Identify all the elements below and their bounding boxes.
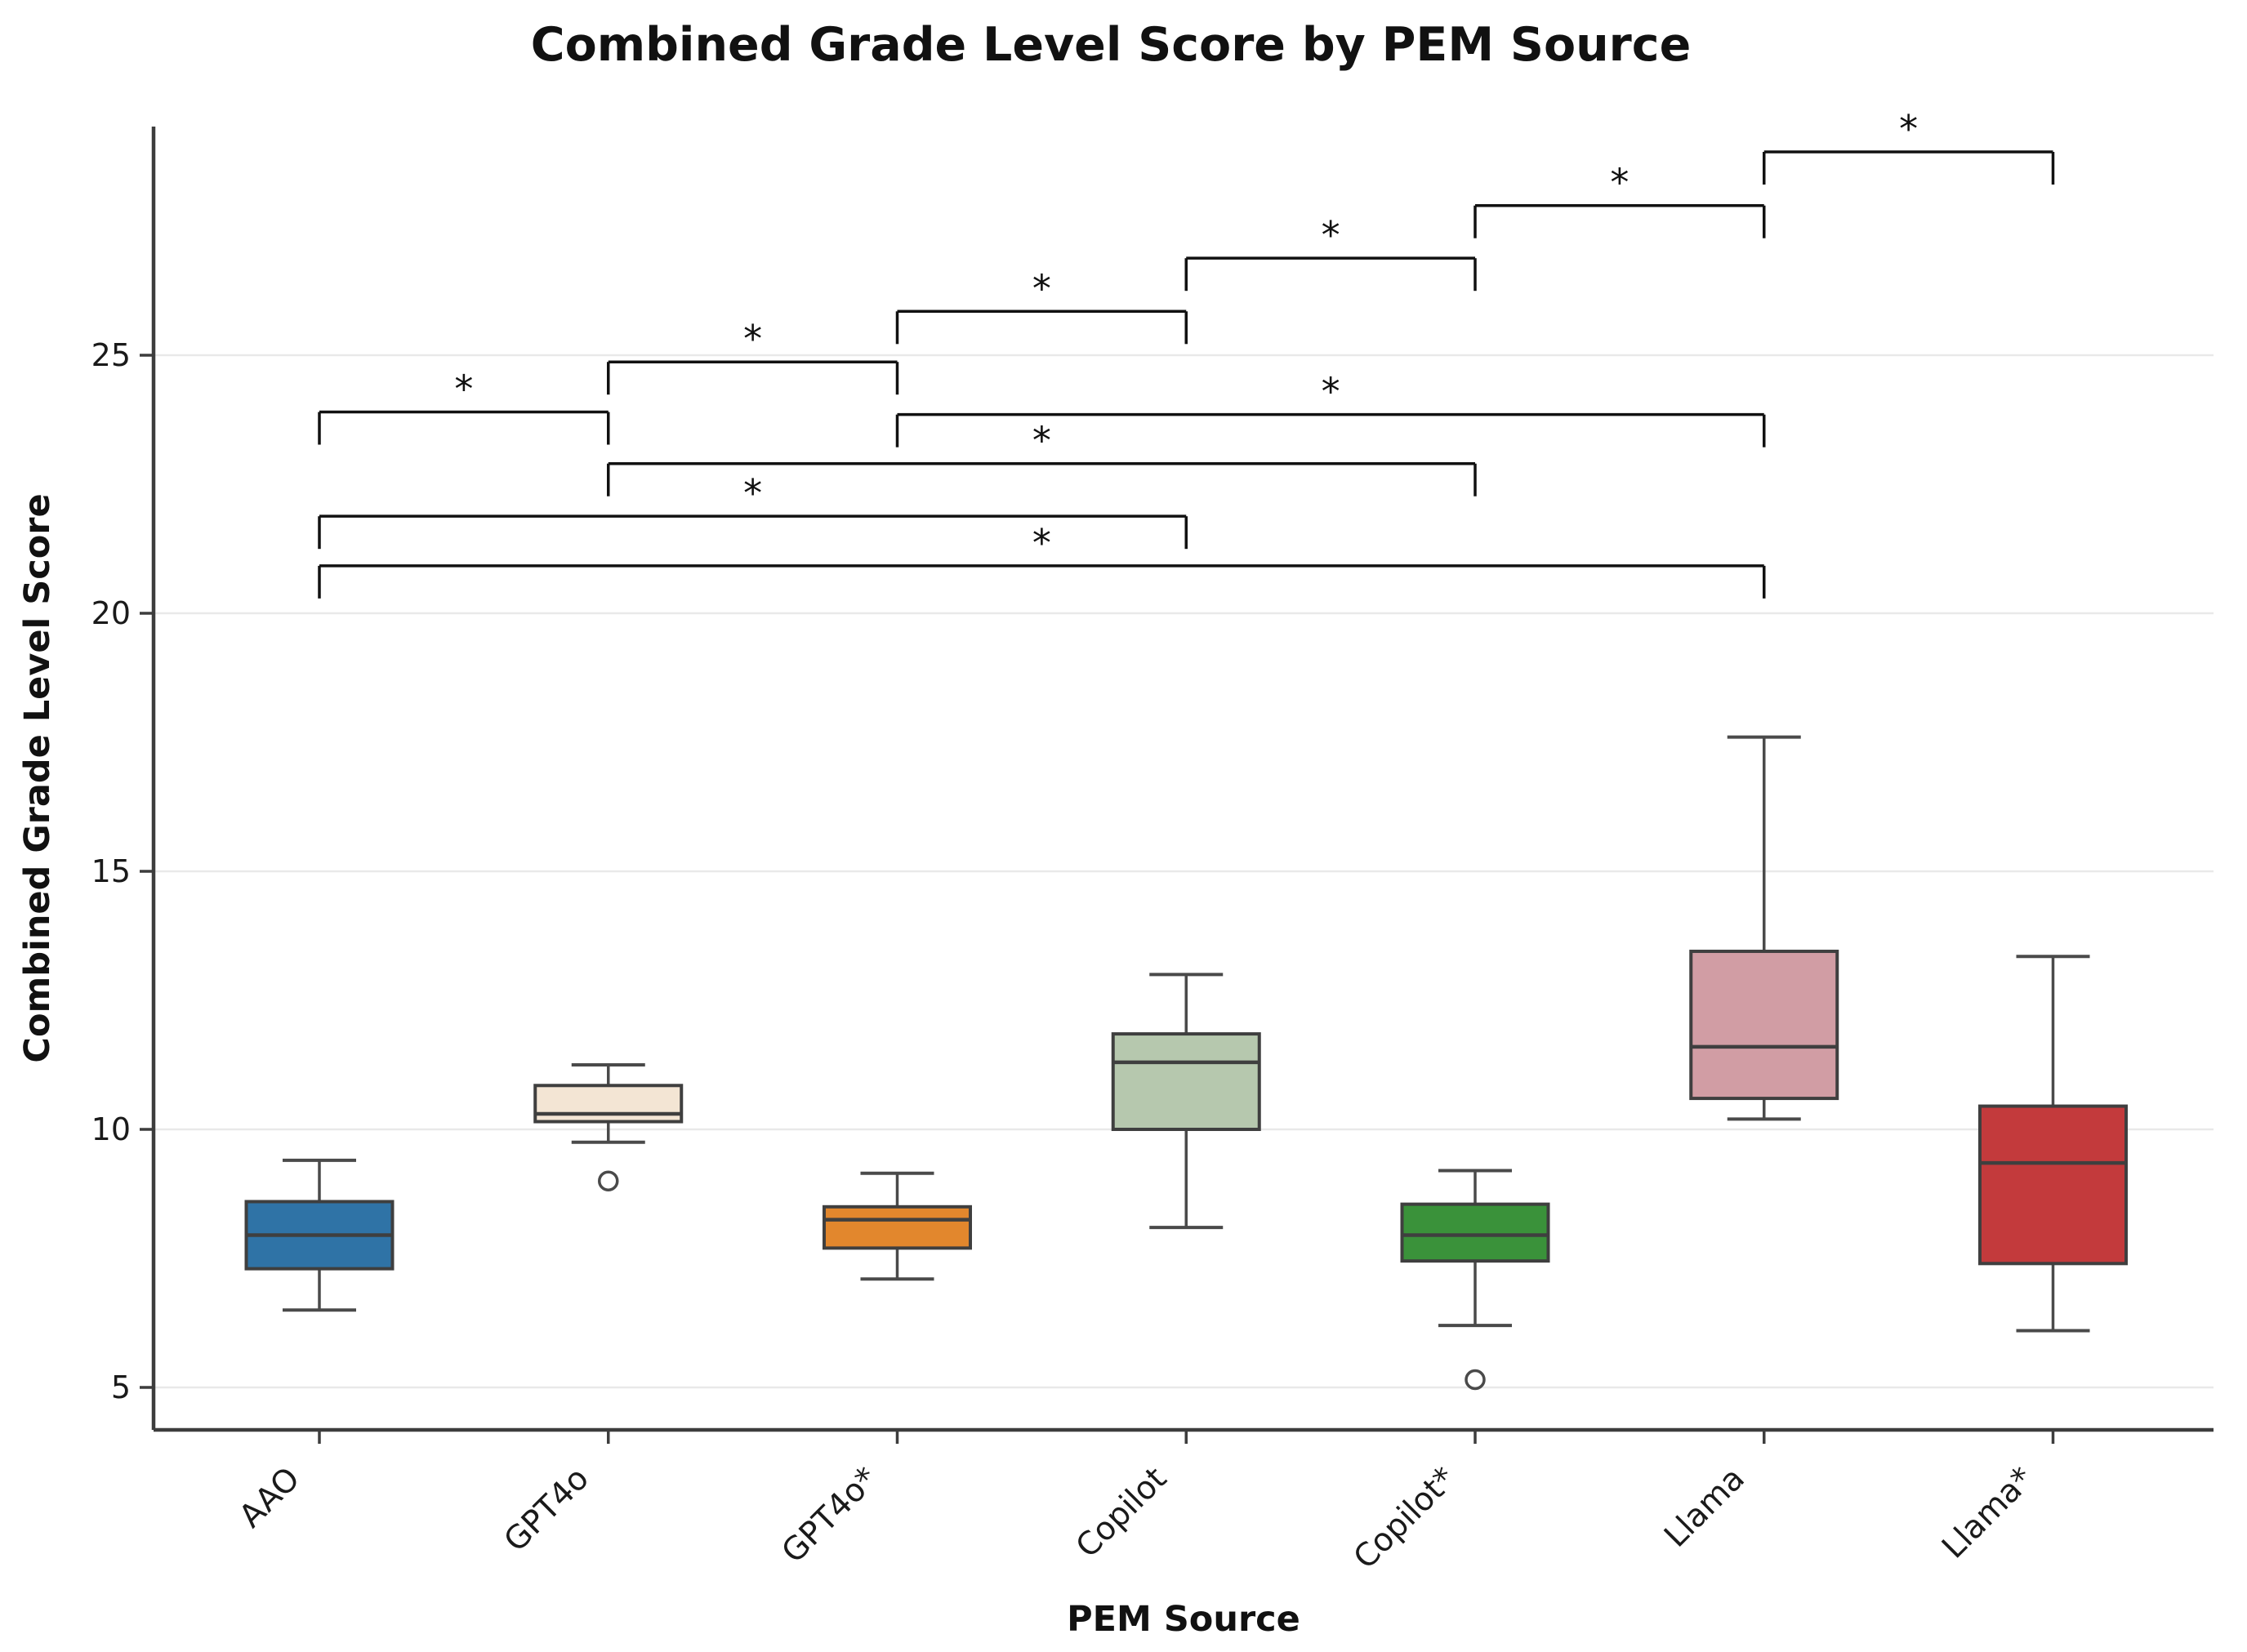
box-Llama*	[1978, 1104, 2128, 1266]
significance-star-AAO-GPT4o: *	[454, 367, 473, 412]
box-Llama	[1689, 949, 1839, 1101]
significance-star-GPT4o-GPT4o*: *	[743, 317, 762, 361]
chart-title: Combined Grade Level Score by PEM Source	[530, 18, 1692, 72]
x-tick-label-GPT4o*: GPT4o*	[775, 1460, 885, 1570]
significance-star-AAO-Copilot: *	[743, 471, 762, 515]
x-tick-label-Copilot*: Copilot*	[1347, 1460, 1463, 1576]
y-tick-label-25: 25	[91, 337, 131, 373]
significance-star-GPT4o-Copilot*: *	[1032, 419, 1051, 463]
significance-star-GPT4o*-Copilot: *	[1032, 266, 1051, 310]
x-tick-label-Llama: Llama	[1657, 1460, 1752, 1555]
y-tick-label-5: 5	[111, 1369, 131, 1405]
outlier-Copilot*	[1465, 1369, 1486, 1391]
x-tick-label-AAO: AAO	[233, 1460, 308, 1535]
x-axis-label: PEM Source	[1067, 1599, 1300, 1640]
x-tick-label-GPT4o: GPT4o	[497, 1460, 596, 1559]
x-tick-label-Copilot: Copilot	[1069, 1460, 1174, 1565]
y-tick-label-20: 20	[91, 595, 131, 631]
y-tick-label-15: 15	[91, 853, 131, 889]
significance-star-Copilot-Copilot*: *	[1322, 213, 1340, 257]
significance-star-Copilot*-Llama: *	[1610, 161, 1629, 205]
y-tick-label-10: 10	[91, 1111, 131, 1147]
x-tick-label-Llama*: Llama*	[1935, 1460, 2040, 1565]
outlier-GPT4o	[598, 1170, 619, 1191]
box-Copilot	[1111, 1032, 1261, 1131]
significance-star-AAO-Llama: *	[1032, 521, 1051, 565]
significance-star-GPT4o*-Llama: *	[1322, 370, 1340, 414]
box-GPT4o*	[823, 1204, 972, 1250]
box-GPT4o	[533, 1084, 684, 1124]
significance-star-Llama-Llama*: *	[1899, 107, 1918, 151]
box-Copilot*	[1400, 1202, 1550, 1263]
